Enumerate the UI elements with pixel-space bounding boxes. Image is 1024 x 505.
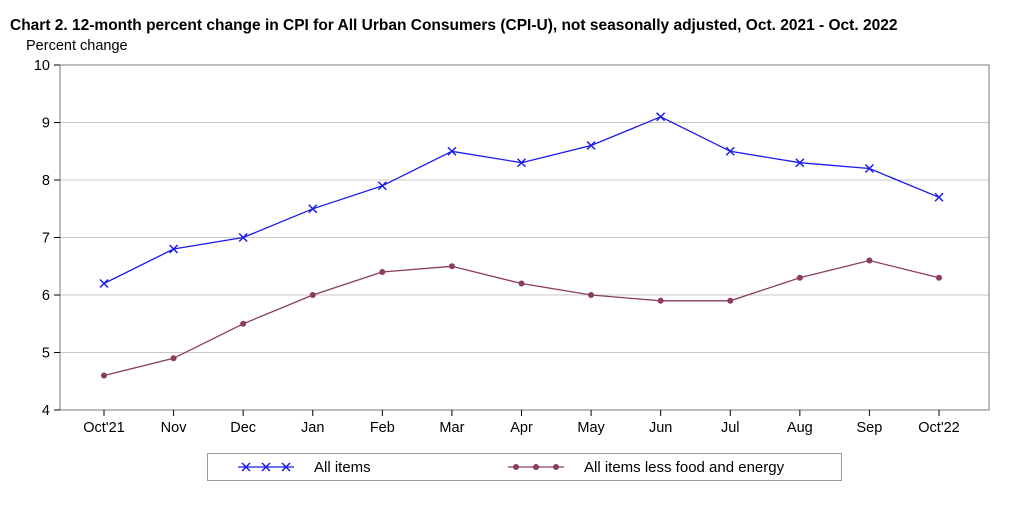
- x-tick-label-9: Jul: [721, 420, 740, 436]
- x-tick-label-8: Jun: [649, 420, 672, 436]
- y-tick-label-0: 4: [42, 403, 50, 419]
- x-tick-label-6: Apr: [510, 420, 533, 436]
- data-point-s1-0: [101, 372, 107, 379]
- y-tick-label-2: 6: [42, 288, 50, 304]
- x-tick-label-3: Jan: [301, 420, 324, 436]
- y-tick-label-4: 8: [42, 173, 50, 189]
- data-point-s1-1: [170, 355, 177, 362]
- data-point-s1-11: [866, 257, 873, 264]
- data-point-s0-11: [864, 163, 874, 174]
- legend: All items All items less food and energy: [207, 453, 842, 481]
- x-tick-label-0: Oct'21: [83, 420, 124, 436]
- x-tick-label-1: Nov: [161, 420, 188, 436]
- x-tick-label-5: Mar: [439, 420, 464, 436]
- data-point-s0-2: [238, 232, 248, 243]
- series-line-1: [103, 259, 940, 377]
- legend-label-all-items: All items: [314, 458, 371, 476]
- chart-title: Chart 2. 12-month percent change in CPI …: [10, 17, 898, 34]
- data-point-s1-4: [379, 269, 386, 275]
- data-point-s0-12: [934, 192, 944, 202]
- data-point-s0-4: [377, 181, 387, 191]
- x-tick-label-4: Feb: [370, 420, 395, 436]
- series-line-0: [103, 116, 940, 285]
- legend-label-core: All items less food and energy: [584, 458, 785, 476]
- legend-item-all-items: All items: [238, 454, 371, 480]
- data-point-s0-7: [586, 140, 596, 151]
- line-chart: 4 5 6 7 8 9 10 Oct'21 Nov Dec Jan Feb Mar Apr May Jun Ju…: [34, 58, 990, 436]
- data-point-s0-8: [656, 112, 666, 122]
- data-point-s0-5: [447, 146, 457, 156]
- x-tick-label-10: Aug: [787, 420, 813, 436]
- data-point-s0-3: [308, 204, 318, 214]
- data-point-s1-7: [588, 292, 595, 298]
- x-tick-label-11: Sep: [857, 420, 883, 436]
- legend-swatch-x-marker-icon: [238, 462, 294, 472]
- y-tick-label-6: 10: [34, 58, 50, 74]
- data-point-s0-0: [99, 278, 109, 289]
- data-point-s1-3: [309, 292, 316, 298]
- y-tick-label-3: 7: [42, 231, 50, 247]
- data-point-s1-9: [727, 297, 734, 304]
- data-point-s1-10: [796, 274, 803, 281]
- data-point-s1-6: [518, 280, 525, 287]
- x-tick-label-2: Dec: [230, 420, 256, 436]
- legend-swatch-dot-marker-icon: [508, 464, 564, 470]
- data-point-s1-2: [240, 320, 247, 327]
- data-point-s1-8: [657, 297, 664, 304]
- y-tick-label-1: 5: [42, 346, 50, 362]
- legend-item-core: All items less food and energy: [508, 454, 784, 480]
- x-tick-label-12: Oct'22: [918, 420, 959, 436]
- y-axis-label: Percent change: [26, 38, 128, 54]
- data-point-s1-12: [936, 274, 942, 281]
- data-point-s0-9: [725, 146, 735, 156]
- data-point-s0-6: [516, 158, 527, 168]
- data-point-s1-5: [448, 263, 455, 270]
- x-tick-label-7: May: [577, 420, 605, 436]
- data-point-s0-1: [169, 244, 179, 254]
- data-point-s0-10: [795, 158, 805, 168]
- y-tick-label-5: 9: [42, 116, 50, 132]
